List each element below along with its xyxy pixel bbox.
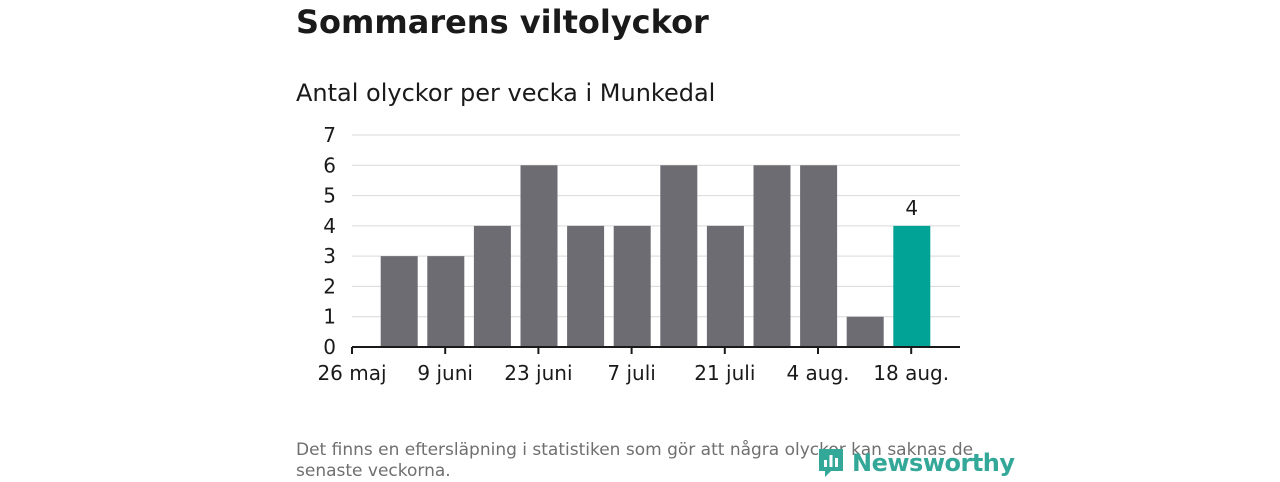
chart-title: Sommarens viltolyckor: [296, 3, 709, 41]
y-tick-label: 0: [323, 335, 336, 359]
x-tick-label: 9 juni: [417, 361, 473, 385]
bar: [427, 256, 465, 347]
x-tick-label: 23 juni: [504, 361, 572, 385]
bar: [567, 225, 605, 347]
bar: [706, 225, 744, 347]
footnote: Det finns en eftersläpning i statistiken…: [296, 440, 974, 481]
x-tick-label: 21 juli: [694, 361, 755, 385]
bar: [473, 225, 511, 347]
chart-subtitle: Antal olyckor per vecka i Munkedal: [296, 79, 716, 107]
x-tick-label: 4 aug.: [786, 361, 849, 385]
bar: [800, 165, 838, 347]
bar: [613, 225, 651, 347]
data-label: 4: [905, 196, 918, 220]
bar-chart: 4 0 1 2 3 4 5 6 7 26 maj 9 juni 23 juni 7 juli 21 ju…: [317, 123, 960, 385]
bar: [520, 165, 558, 347]
x-tick-label: 18 aug.: [873, 361, 949, 385]
bar: [753, 165, 791, 347]
y-tick-label: 7: [323, 123, 336, 147]
y-tick-label: 1: [323, 305, 336, 329]
newsworthy-logo-icon: [819, 449, 843, 477]
bar: [846, 316, 884, 347]
bar: [380, 256, 418, 347]
y-tick-label: 4: [323, 214, 336, 238]
x-tick-label: 26 maj: [317, 361, 386, 385]
y-tick-label: 2: [323, 274, 336, 298]
bar: [893, 225, 931, 347]
bar: [660, 165, 698, 347]
y-tick-label: 5: [323, 184, 336, 208]
bars: 4: [380, 165, 931, 347]
brand-name: Newsworthy: [852, 449, 1015, 477]
y-tick-label: 3: [323, 244, 336, 268]
axes: 0 1 2 3 4 5 6 7 26 maj 9 juni 23 juni 7 juli 21 juli…: [317, 123, 960, 385]
x-tick-label: 7 juli: [607, 361, 655, 385]
y-tick-label: 6: [323, 153, 336, 177]
brand-logo[interactable]: Newsworthy: [816, 446, 1015, 480]
